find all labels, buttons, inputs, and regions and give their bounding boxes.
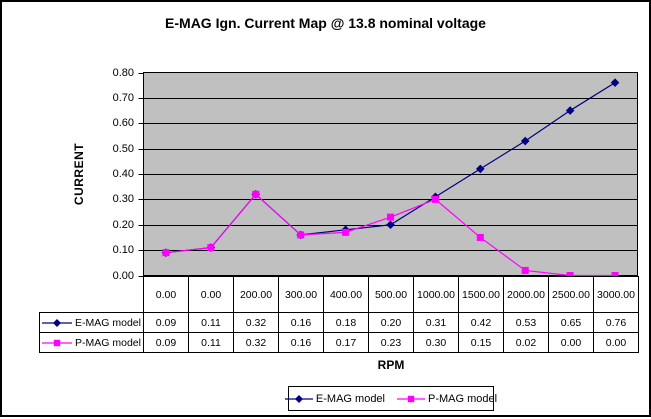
table-series-key: E-MAG model bbox=[39, 312, 144, 333]
y-axis-tick-label: 0.70 bbox=[112, 91, 134, 104]
table-value-cell: 0.18 bbox=[323, 312, 369, 333]
table-category-cell: 0.00 bbox=[188, 276, 234, 313]
y-axis-tick-label: 0.10 bbox=[112, 243, 134, 256]
series-marker-e-mag-model bbox=[251, 190, 261, 199]
legend-key-marker bbox=[294, 394, 303, 403]
table-value-cell: 0.15 bbox=[458, 332, 504, 353]
table-series-label: E-MAG model bbox=[75, 316, 141, 329]
table-category-cell: 500.00 bbox=[368, 276, 414, 313]
table-category-cell: 1500.00 bbox=[458, 276, 504, 313]
y-axis-tick-labels: 0.80 0.70 0.60 0.50 0.40 0.30 0.20 0.10 0.00 bbox=[98, 2, 138, 302]
y-axis-title: CURRENT bbox=[72, 142, 86, 206]
table-value-cell: 0.65 bbox=[548, 312, 594, 333]
table-series-key-wrap: E-MAG model bbox=[41, 316, 143, 329]
legend-entry-p-mag-model: P-MAG model bbox=[397, 393, 497, 405]
table-category-cell: 200.00 bbox=[233, 276, 279, 313]
table-value-cell: 0.00 bbox=[548, 332, 594, 353]
legend-key-p-mag-model bbox=[42, 339, 73, 346]
series-marker-e-mag-model bbox=[296, 230, 305, 240]
series-marker-e-mag-model bbox=[206, 243, 216, 252]
legend-entry-e-mag-model: E-MAG model bbox=[284, 392, 385, 405]
series-marker-e-mag-model bbox=[610, 78, 620, 87]
series-marker-p-mag-model bbox=[162, 249, 170, 257]
chart-title: E-MAG Ign. Current Map @ 13.8 nominal vo… bbox=[165, 15, 486, 31]
y-axis-tick-label: 0.00 bbox=[112, 269, 134, 282]
table-value-cell: 0.09 bbox=[143, 312, 189, 333]
series-marker-p-mag-model bbox=[342, 228, 350, 236]
table-value-cell: 0.32 bbox=[233, 312, 279, 333]
table-value-cell: 0.11 bbox=[188, 312, 234, 333]
table-value-cell: 0.20 bbox=[368, 312, 414, 333]
series-marker-p-mag-model bbox=[476, 233, 484, 241]
y-axis-tick-label: 0.80 bbox=[112, 66, 134, 79]
data-table: 0.00 0.00 200.00 300.00 400.00 500.00 1000.00 1… bbox=[39, 276, 639, 353]
table-value-cell: 0.76 bbox=[593, 312, 639, 333]
series-marker-e-mag-model bbox=[341, 225, 350, 235]
series-marker-e-mag-model bbox=[565, 106, 575, 115]
legend-entry-label: E-MAG model bbox=[315, 392, 385, 405]
table-value-cell: 0.42 bbox=[458, 312, 504, 333]
table-category-cell: 2500.00 bbox=[548, 276, 594, 313]
table-value-cell: 0.31 bbox=[413, 312, 459, 333]
table-category-cell: 300.00 bbox=[278, 276, 324, 313]
legend-key-marker bbox=[53, 318, 62, 327]
table-category-cell: 3000.00 bbox=[593, 276, 639, 313]
table-category-cell: 400.00 bbox=[323, 276, 369, 313]
y-axis-tick-label: 0.40 bbox=[112, 167, 134, 180]
table-category-cell: 2000.00 bbox=[503, 276, 549, 313]
table-value-cell: 0.53 bbox=[503, 312, 549, 333]
y-axis-tick-label: 0.50 bbox=[112, 142, 134, 155]
table-value-cell: 0.09 bbox=[143, 332, 189, 353]
table-value-cell: 0.30 bbox=[413, 332, 459, 353]
series-marker-p-mag-model bbox=[252, 190, 260, 198]
table-value-cell: 0.32 bbox=[233, 332, 279, 353]
table-value-cell: 0.17 bbox=[323, 332, 369, 353]
series-marker-p-mag-model bbox=[387, 213, 394, 221]
table-value-cell: 0.02 bbox=[503, 332, 549, 353]
series-marker-p-mag-model bbox=[431, 195, 439, 203]
table-value-cell: 0.00 bbox=[593, 332, 639, 353]
series-line-e-mag-model bbox=[165, 82, 616, 254]
table-value-cell: 0.16 bbox=[278, 312, 324, 333]
table-value-cell: 0.11 bbox=[188, 332, 234, 353]
legend-key-marker bbox=[407, 395, 415, 402]
series-marker-e-mag-model bbox=[161, 248, 171, 257]
plot-background bbox=[143, 72, 638, 276]
table-series-key-wrap: P-MAG model bbox=[41, 336, 143, 349]
table-category-cell: 0.00 bbox=[143, 276, 189, 313]
y-axis-tick-label: 0.30 bbox=[112, 192, 134, 205]
table-value-cell: 0.23 bbox=[368, 332, 414, 353]
table-category-cell: 1000.00 bbox=[413, 276, 459, 313]
legend-key-marker bbox=[53, 339, 61, 346]
table-series-label: P-MAG model bbox=[75, 336, 141, 349]
series-marker-e-mag-model bbox=[386, 220, 395, 230]
table-series-key: P-MAG model bbox=[39, 332, 144, 353]
legend-key-e-mag-model bbox=[284, 394, 313, 403]
series-marker-p-mag-model bbox=[521, 266, 529, 274]
series-marker-p-mag-model bbox=[297, 231, 305, 239]
series-marker-e-mag-model bbox=[431, 192, 440, 202]
chart-legend: E-MAG model P-MAG model bbox=[284, 386, 497, 411]
series-line-p-mag-model bbox=[165, 193, 616, 277]
legend-entry-label: P-MAG model bbox=[428, 392, 498, 405]
table-corner-blank bbox=[40, 277, 144, 313]
series-marker-p-mag-model bbox=[207, 244, 215, 252]
series-marker-e-mag-model bbox=[476, 164, 485, 174]
series-marker-e-mag-model bbox=[520, 136, 530, 146]
y-axis-tick-label: 0.20 bbox=[112, 218, 134, 231]
legend-key-e-mag-model bbox=[42, 318, 73, 327]
legend-key-p-mag-model bbox=[397, 395, 425, 402]
x-axis-title: RPM bbox=[377, 358, 405, 372]
table-value-cell: 0.16 bbox=[278, 332, 324, 353]
y-axis-tick-label: 0.60 bbox=[112, 116, 134, 129]
